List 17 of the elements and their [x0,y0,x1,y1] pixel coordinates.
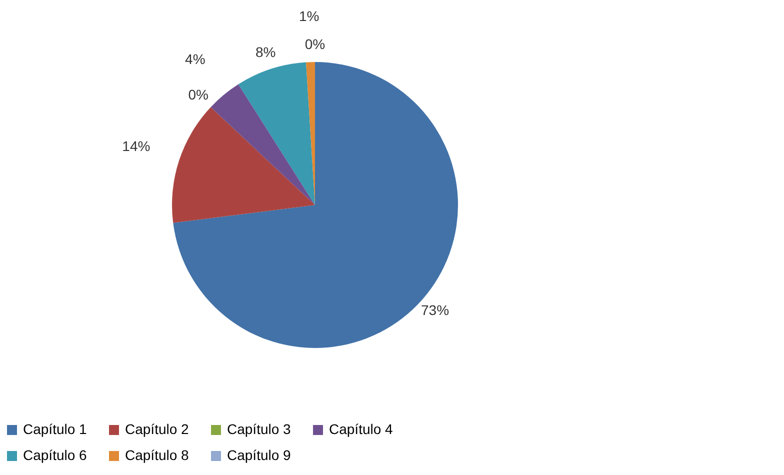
legend-label: Capítulo 1 [23,421,88,437]
legend-label: Capítulo 6 [23,447,88,463]
legend-label: Capítulo 2 [125,421,190,437]
data-label: 4% [185,51,206,68]
data-label: 14% [122,138,150,154]
data-label: 73% [421,302,450,318]
text: 0% [188,86,208,102]
pie-slice [210,84,315,205]
legend-label: Capítulo 4 [329,421,394,437]
legend-label: Capítulo 9 [227,447,292,463]
pie-slice [238,62,315,205]
pie-slice [172,107,315,223]
legend-label: Capítulo 3 [227,421,292,437]
data-label: 1% [298,8,320,24]
data-label: 8% [255,44,276,60]
legend-label: Capítulo 8 [125,447,190,463]
text: 0% [304,36,326,52]
